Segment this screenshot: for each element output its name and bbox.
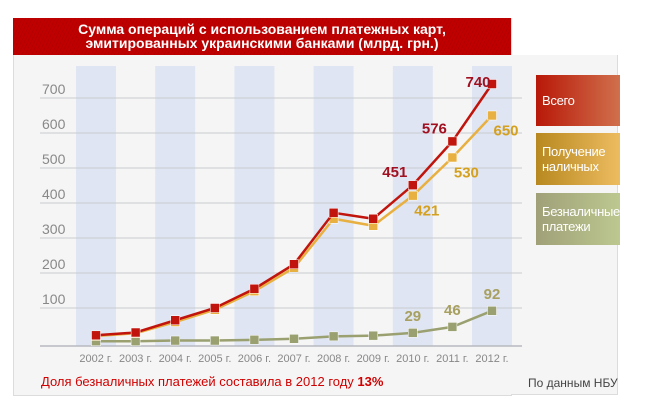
legend-line: Безналичные [542,204,620,219]
y-tick-label: 400 [42,186,66,202]
y-tick-label: 500 [42,151,66,167]
year-band [155,66,196,346]
data-point [447,322,458,332]
data-point [328,208,339,218]
data-point [289,259,299,269]
source-label: По данным НБУ [528,376,618,390]
data-point [130,327,141,338]
year-band [472,66,512,346]
data-point [289,334,299,344]
data-point [170,335,180,346]
year-band [234,66,275,346]
x-tick-label: 2007 г. [277,353,310,365]
data-label: 530 [454,165,479,182]
data-label: 29 [404,308,421,325]
chart-title: Сумма операций с использованием платежны… [13,18,511,55]
y-tick-label: 100 [42,291,66,307]
legend-cash: Получение наличных [536,133,620,185]
x-tick-label: 2010 г. [396,353,429,365]
data-point [328,331,339,342]
data-point [368,330,378,341]
title-line-1: Сумма операций с использованием платежны… [78,21,446,37]
x-tick-label: 2008 г. [317,353,350,365]
legend-label: Получение наличных [542,144,606,174]
x-tick-label: 2011 г. [436,353,468,365]
footnote-value: 13% [357,374,384,389]
x-tick-label: 2003 г. [119,353,152,365]
legend-label: Безналичные платежи [542,204,620,234]
data-label: 46 [444,302,461,319]
data-label: 576 [422,120,447,137]
legend-total: Всего [536,75,620,126]
data-point [210,335,220,346]
legend-line: Получение [542,144,606,159]
y-tick-label: 200 [42,256,66,272]
x-tick-label: 2012 г. [475,353,508,365]
legend-label: Всего [542,93,575,108]
x-tick-label: 2004 г. [159,353,192,365]
data-point [408,180,418,190]
x-tick-label: 2005 г. [198,353,231,365]
title-line-2: эмитированных украинскими банками (млрд.… [85,35,439,51]
data-point [447,136,458,147]
data-point [91,330,101,341]
y-tick-label: 700 [42,81,66,97]
data-point [249,284,260,294]
x-tick-label: 2009 г. [357,353,390,365]
data-point [447,152,458,163]
year-band [313,66,354,346]
data-point [487,79,497,89]
y-tick-label: 600 [42,116,66,132]
legend-line: наличных [542,159,599,174]
legend-line: платежи [542,219,591,234]
data-label: 740 [465,74,490,91]
data-point [487,110,497,121]
year-band [76,66,116,346]
data-point [130,336,141,346]
footnote: Доля безналичных платежей составила в 20… [41,374,383,389]
data-label: 650 [493,123,518,140]
data-point [408,328,418,338]
data-label: 421 [414,203,439,220]
data-label: 92 [484,286,501,303]
legend-noncash: Безналичные платежи [536,193,620,245]
data-point [170,315,180,325]
x-tick-label: 2006 г. [238,353,271,365]
footnote-text: Доля безналичных платежей составила в 20… [41,374,358,389]
data-point [249,335,260,345]
data-label: 451 [382,164,407,181]
y-tick-label: 300 [42,221,66,237]
data-point [368,214,378,224]
data-point [210,303,220,313]
data-point [408,190,418,201]
data-point [487,306,497,316]
x-tick-label: 2002 г. [79,353,112,365]
